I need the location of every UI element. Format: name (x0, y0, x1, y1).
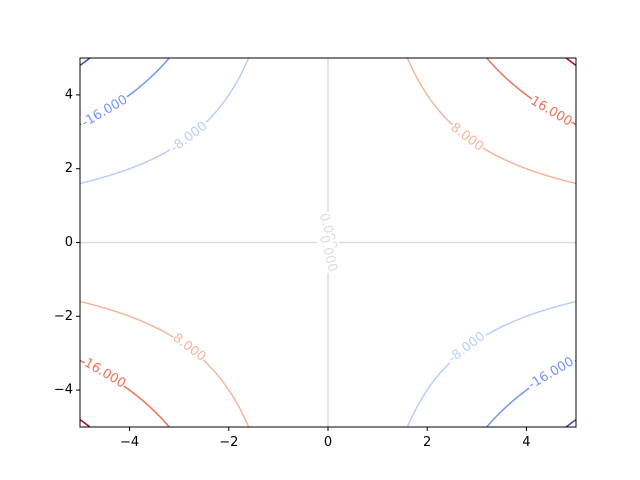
contour-label-gap (315, 233, 341, 274)
x-tick-label: −2 (219, 435, 238, 450)
x-axis: −4 −2 0 2 4 (120, 427, 531, 450)
x-tick-label: −4 (120, 435, 139, 450)
contour-label-gap (443, 327, 490, 368)
y-tick-label: −4 (54, 383, 73, 398)
contour-line-pos16-left (80, 359, 171, 427)
x-tick-label: 0 (324, 435, 332, 450)
y-tick-label: −2 (54, 309, 73, 324)
contour-label-gap (315, 211, 341, 252)
contour-label-gap (169, 329, 210, 366)
y-tick-label: 2 (65, 161, 73, 176)
contour-label-gap (527, 93, 575, 130)
contour-label-gap (166, 117, 213, 158)
contour-label-gap (446, 119, 487, 156)
contour-line-neg8-right (406, 300, 576, 427)
x-tick-label: 4 (522, 435, 530, 450)
contour-label-gap (81, 355, 129, 392)
x-tick-label: 2 (423, 435, 431, 450)
contour-label-gap (77, 91, 132, 132)
contour-label-gap (524, 353, 579, 394)
y-tick-label: 4 (65, 87, 73, 102)
contour-line-pos16-right (485, 58, 576, 126)
contour-line-pos8-left (80, 300, 250, 427)
contour-line-neg8-left (80, 58, 250, 185)
y-axis: −4 −2 0 2 4 (54, 87, 80, 398)
y-tick-label: 0 (65, 235, 73, 250)
contour-line-pos8-right (406, 58, 576, 185)
